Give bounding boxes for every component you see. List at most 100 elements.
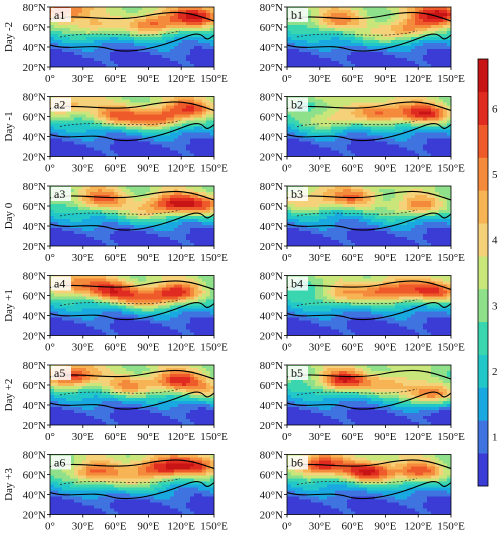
- x-tick-label: 30°E: [309, 73, 331, 85]
- x-tick-label: 120°E: [404, 252, 432, 264]
- field-a4: [50, 275, 214, 336]
- coastline-north: [50, 101, 214, 112]
- x-tick-label: 150°E: [200, 73, 228, 85]
- coastline-north: [287, 459, 451, 470]
- x-tick-label: 150°E: [437, 73, 465, 85]
- panel-label: b2: [291, 98, 303, 112]
- y-tick-label: 20°N: [260, 241, 283, 253]
- x-tick-label: 60°E: [342, 163, 364, 175]
- colorbar-tick-label: 6: [492, 103, 498, 115]
- colorbar-segment: [478, 256, 488, 290]
- colorbar-segment: [478, 453, 488, 487]
- coastline-south: [287, 123, 451, 142]
- x-tick-label: 30°E: [72, 342, 94, 354]
- panel-frame: [49, 364, 215, 426]
- field-a5: [50, 365, 214, 425]
- y-tick-label: 80°N: [260, 181, 283, 193]
- y-tick-label: 80°N: [23, 360, 46, 372]
- x-tick-label: 30°E: [309, 342, 331, 354]
- panel-b5: b5 20°N 40°N 60°N 80°N 0° 30°E 60°E 90°E 120°E 150…: [260, 360, 465, 443]
- y-tick-label: 60°N: [23, 112, 46, 124]
- coastline-south: [287, 391, 451, 410]
- field-a3: [50, 186, 214, 246]
- contour-line: [296, 30, 418, 38]
- panel-b2: b2 20°N 40°N 60°N 80°N 0° 30°E 60°E 90°E 120°E 150…: [260, 92, 465, 175]
- panel-label: a3: [54, 187, 65, 201]
- x-tick-label: 90°E: [137, 252, 159, 264]
- x-tick-label: 90°E: [137, 431, 159, 443]
- y-tick-label: 80°N: [23, 271, 46, 283]
- y-tick-label: 80°N: [260, 92, 283, 104]
- y-tick-label: 20°N: [23, 331, 46, 343]
- coastline-south: [287, 302, 451, 321]
- x-tick-label: 120°E: [404, 163, 432, 175]
- panel-a4: a4 20°N 40°N 60°N 80°N 0° 30°E 60°E 90°E 120°E 150…: [23, 271, 228, 354]
- x-tick-label: 30°E: [72, 521, 94, 533]
- coastline-north: [50, 459, 214, 470]
- contour-line: [296, 209, 418, 217]
- colorbar: 1 2 3 4 5 6: [477, 58, 498, 487]
- x-tick-label: 0°: [282, 73, 292, 85]
- x-tick-label: 120°E: [167, 73, 195, 85]
- y-tick-label: 60°N: [23, 22, 46, 34]
- y-tick-label: 60°N: [260, 22, 283, 34]
- panel-frame: [49, 185, 215, 247]
- panel-a6: a6 20°N 40°N 60°N 80°N 0° 30°E 60°E 90°E 120°E 150…: [23, 450, 228, 533]
- y-tick-label: 60°N: [23, 201, 46, 213]
- panel-label: a5: [54, 366, 65, 380]
- x-tick-label: 120°E: [404, 342, 432, 354]
- x-tick-label: 0°: [45, 73, 55, 85]
- coastline-south: [50, 212, 214, 231]
- panel-label: b6: [291, 456, 303, 470]
- x-tick-label: 30°E: [72, 252, 94, 264]
- x-tick-label: 120°E: [404, 521, 432, 533]
- colorbar-segment: [478, 354, 488, 388]
- y-tick-label: 80°N: [23, 181, 46, 193]
- colorbar-segment: [478, 387, 488, 421]
- y-tick-label: 20°N: [23, 420, 46, 432]
- panel-frame: [49, 454, 215, 515]
- colorbar-segment: [478, 420, 488, 454]
- panel-frame: [286, 364, 452, 426]
- x-tick-label: 120°E: [167, 342, 195, 354]
- panel-label: b5: [291, 366, 303, 380]
- y-tick-label: 20°N: [260, 420, 283, 432]
- contour-line: [59, 388, 181, 396]
- x-tick-label: 150°E: [437, 163, 465, 175]
- x-tick-label: 150°E: [437, 521, 465, 533]
- contour-line: [296, 120, 418, 127]
- colorbar-segment: [478, 91, 488, 125]
- y-tick-label: 20°N: [23, 510, 46, 522]
- coastline-south: [287, 481, 451, 500]
- x-tick-label: 90°E: [374, 431, 396, 443]
- x-tick-label: 30°E: [309, 521, 331, 533]
- y-tick-label: 40°N: [23, 490, 46, 502]
- x-tick-label: 150°E: [200, 431, 228, 443]
- contour-line: [296, 299, 418, 306]
- x-tick-label: 90°E: [137, 163, 159, 175]
- panel-frame: [286, 454, 452, 515]
- field-b4: [287, 275, 451, 336]
- y-tick-label: 40°N: [23, 42, 46, 54]
- colorbar-segment: [478, 59, 488, 93]
- y-tick-label: 20°N: [23, 241, 46, 253]
- panel-label: b3: [291, 187, 303, 201]
- x-tick-label: 60°E: [105, 342, 127, 354]
- colorbar-tick-label: 4: [492, 235, 498, 247]
- y-tick-label: 20°N: [260, 62, 283, 74]
- x-tick-label: 30°E: [309, 252, 331, 264]
- panel-b6: b6 20°N 40°N 60°N 80°N 0° 30°E 60°E 90°E 120°E 150…: [260, 450, 465, 533]
- row-label: Day 0: [3, 202, 15, 229]
- x-tick-label: 60°E: [342, 431, 364, 443]
- x-tick-label: 0°: [45, 252, 55, 264]
- colorbar-tick-label: 1: [492, 432, 498, 444]
- x-tick-label: 90°E: [137, 342, 159, 354]
- coastline-south: [50, 123, 214, 142]
- panel-frame: [286, 275, 452, 336]
- x-tick-label: 90°E: [374, 342, 396, 354]
- contour-line: [59, 299, 181, 306]
- x-tick-label: 30°E: [72, 431, 94, 443]
- coastline-south: [287, 33, 451, 52]
- contour-line: [296, 388, 418, 396]
